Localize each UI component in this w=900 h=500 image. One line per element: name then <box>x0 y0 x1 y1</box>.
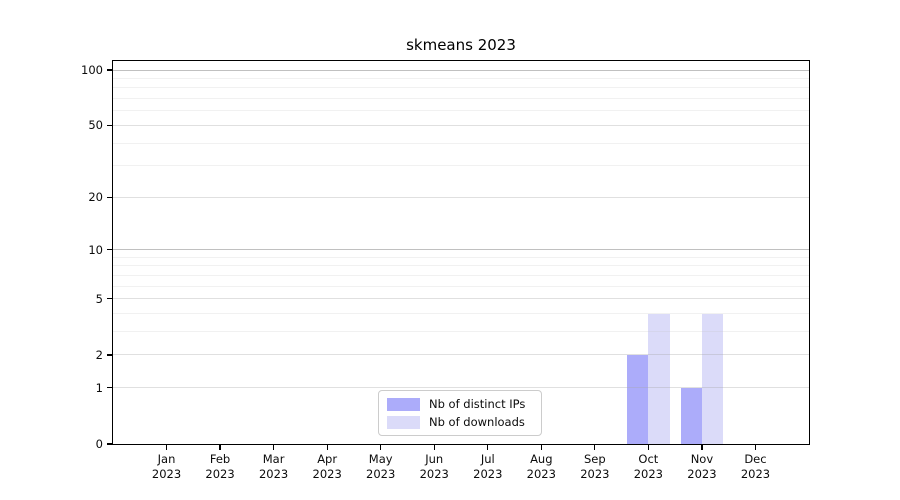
major-gridline <box>113 298 809 300</box>
legend-label-distinct-ips: Nb of distinct IPs <box>429 397 526 411</box>
y-tick-mark <box>107 298 112 300</box>
major-gridline <box>113 69 809 71</box>
y-tick-label: 10 <box>88 242 103 257</box>
minor-gridline <box>113 142 809 144</box>
major-gridline <box>113 196 809 198</box>
major-gridline <box>113 249 809 251</box>
bar-downloads <box>648 313 670 444</box>
legend-swatch-downloads <box>387 415 420 429</box>
x-tick-label: Jun 2023 <box>419 452 449 481</box>
x-tick-mark <box>219 445 221 450</box>
legend-swatch-distinct-ips <box>387 397 420 411</box>
y-tick-mark <box>107 354 112 356</box>
x-tick-label: Dec 2023 <box>740 452 771 481</box>
y-tick-mark <box>107 69 112 71</box>
minor-gridline <box>113 313 809 315</box>
y-tick-mark <box>107 249 112 251</box>
x-tick-mark <box>701 445 703 450</box>
x-tick-mark <box>433 445 435 450</box>
minor-gridline <box>113 165 809 167</box>
y-tick-label: 100 <box>81 63 103 78</box>
minor-gridline <box>113 331 809 333</box>
major-gridline <box>113 124 809 126</box>
major-gridline <box>113 354 809 356</box>
legend-item-distinct-ips: Nb of distinct IPs <box>387 397 541 411</box>
y-tick-mark <box>107 124 112 127</box>
minor-gridline <box>113 98 809 100</box>
x-tick-label: Jul 2023 <box>473 452 503 481</box>
x-tick-mark <box>380 445 382 450</box>
y-tick-mark <box>107 387 112 389</box>
x-tick-label: Apr 2023 <box>312 452 342 481</box>
x-tick-mark <box>273 445 275 450</box>
x-tick-mark <box>540 445 542 450</box>
minor-gridline <box>113 87 809 89</box>
major-gridline <box>113 387 809 389</box>
minor-gridline <box>113 275 809 277</box>
x-tick-mark <box>647 445 649 450</box>
x-tick-mark <box>594 445 596 450</box>
x-tick-label: May 2023 <box>366 452 396 481</box>
y-tick-label: 5 <box>95 291 103 306</box>
x-tick-label: Oct 2023 <box>633 452 664 481</box>
bar-downloads <box>701 313 724 444</box>
y-tick-mark <box>107 196 112 198</box>
x-tick-label: Jan 2023 <box>151 452 182 481</box>
y-tick-label: 50 <box>88 118 103 133</box>
x-tick-label: Sep 2023 <box>580 452 610 481</box>
x-tick-label: Aug 2023 <box>526 452 556 481</box>
y-tick-label: 2 <box>95 347 103 362</box>
x-tick-label: Feb 2023 <box>205 452 235 481</box>
x-tick-mark <box>754 445 757 450</box>
legend-item-downloads: Nb of downloads <box>387 415 541 429</box>
x-tick-label: Mar 2023 <box>258 452 289 481</box>
y-tick-label: 1 <box>95 380 103 395</box>
y-tick-label: 20 <box>88 190 103 205</box>
legend: Nb of distinct IPs Nb of downloads <box>378 390 542 436</box>
legend-label-downloads: Nb of downloads <box>429 415 525 429</box>
minor-gridline <box>113 256 809 258</box>
chart-title: skmeans 2023 <box>406 36 516 54</box>
bar-distinct-ips <box>626 354 649 444</box>
x-tick-mark <box>326 445 328 450</box>
minor-gridline <box>113 285 809 287</box>
x-tick-mark <box>487 445 489 450</box>
bar-distinct-ips <box>680 387 702 444</box>
y-tick-mark <box>107 443 112 445</box>
minor-gridline <box>113 110 809 112</box>
x-tick-mark <box>165 445 168 450</box>
y-tick-label: 0 <box>95 437 103 451</box>
x-tick-label: Nov 2023 <box>687 452 717 481</box>
minor-gridline <box>113 78 809 80</box>
minor-gridline <box>113 265 809 267</box>
